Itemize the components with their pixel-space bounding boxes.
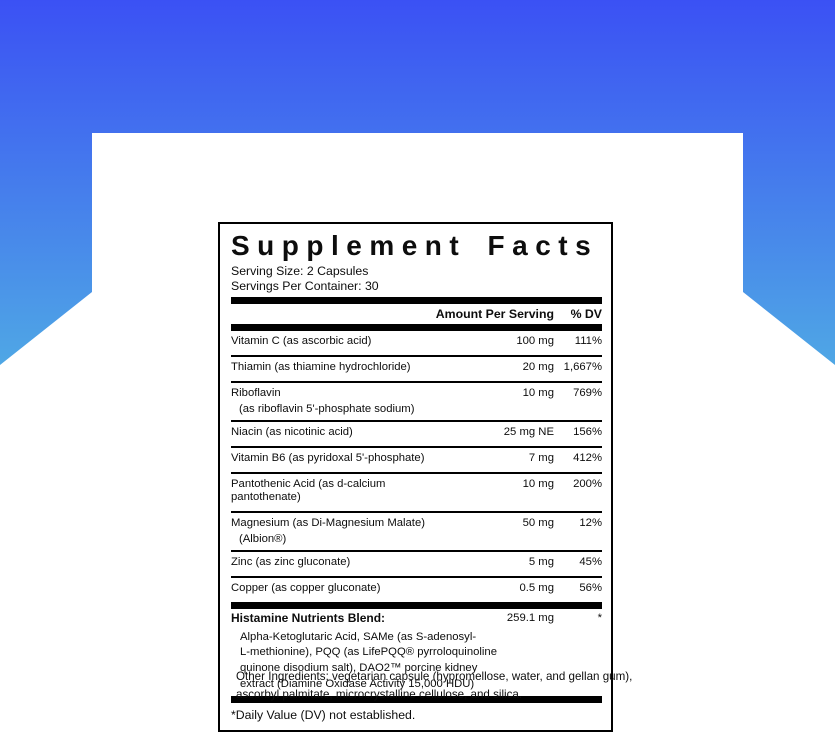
nutrient-row: Magnesium (as Di-Magnesium Malate) (Albio…: [231, 513, 602, 553]
nutrient-amount: 10 mg: [522, 386, 554, 399]
nutrient-dv: 156%: [573, 425, 602, 438]
divider-bar: [231, 324, 602, 332]
other-ingredients-text: Other Ingredients: vegetarian capsule (h…: [236, 670, 633, 701]
nutrient-row: Niacin (as nicotinic acid) 25 mg NE 156%: [231, 422, 602, 449]
percent-dv-header: % DV: [570, 307, 602, 322]
nutrient-dv: 769%: [573, 386, 602, 399]
column-header-row: Amount Per Serving % DV: [231, 304, 602, 324]
nutrient-name: Zinc (as zinc gluconate): [231, 555, 351, 568]
blend-dv: *: [597, 612, 602, 625]
nutrient-dv: 12%: [579, 516, 602, 529]
divider-bar: [231, 602, 602, 610]
nutrient-name-sub: [231, 374, 456, 378]
nutrient-row: Pantothenic Acid (as d-calcium pantothen…: [231, 474, 602, 514]
blend-amount: 259.1 mg: [506, 612, 554, 625]
nutrient-amount: 0.5 mg: [519, 581, 554, 594]
blend-name: Histamine Nutrients Blend:: [231, 611, 386, 626]
nutrient-dv: 56%: [579, 581, 602, 594]
nutrient-name: Niacin (as nicotinic acid): [231, 425, 353, 438]
nutrient-amount: 5 mg: [528, 555, 554, 568]
nutrient-name-sub: [231, 465, 456, 469]
nutrient-name: Thiamin (as thiamine hydrochloride): [231, 360, 411, 373]
divider-bar: [231, 297, 602, 305]
nutrient-name-sub: [231, 439, 456, 443]
nutrient-row: Thiamin (as thiamine hydrochloride) 20 m…: [231, 357, 602, 384]
supplement-facts-label: Supplement Facts Serving Size: 2 Capsule…: [218, 222, 613, 732]
servings-per-container: Servings Per Container: 30: [231, 278, 379, 293]
nutrient-rows: Vitamin C (as ascorbic acid) 100 mg 111%…: [231, 331, 602, 602]
nutrient-name-sub: [231, 504, 456, 508]
nutrient-name-sub: [231, 569, 456, 573]
nutrient-name: Riboflavin: [231, 386, 281, 399]
nutrient-name-sub: (Albion®): [239, 533, 287, 546]
blend-description-line: L-methionine), PQQ (as LifePQQ® pyrroloq…: [240, 646, 497, 659]
nutrient-dv: 200%: [573, 477, 602, 490]
nutrient-row: Copper (as copper gluconate) 0.5 mg 56%: [231, 578, 602, 602]
dv-footnote: *Daily Value (DV) not established.: [231, 708, 416, 723]
blend-description-line: Alpha-Ketoglutaric Acid, SAMe (as S-aden…: [240, 630, 477, 643]
nutrient-name: Vitamin B6 (as pyridoxal 5'-phosphate): [231, 451, 425, 464]
amount-per-serving-header: Amount Per Serving: [435, 307, 554, 322]
blend-row: Histamine Nutrients Blend: 259.1 mg * Al…: [231, 609, 602, 695]
label-title: Supplement Facts: [231, 230, 599, 261]
nutrient-dv: 111%: [574, 334, 602, 347]
nutrient-name-sub: [231, 348, 456, 352]
nutrient-amount: 7 mg: [528, 451, 554, 464]
nutrient-row: Vitamin B6 (as pyridoxal 5'-phosphate) 7…: [231, 448, 602, 475]
nutrient-amount: 25 mg NE: [503, 425, 554, 438]
nutrient-dv: 412%: [573, 451, 602, 464]
nutrient-amount: 100 mg: [516, 334, 554, 347]
nutrient-amount: 20 mg: [522, 360, 554, 373]
nutrient-dv: 1,667%: [563, 360, 602, 373]
nutrient-row: Riboflavin (as riboflavin 5'-phosphate so…: [231, 383, 602, 423]
nutrient-amount: 10 mg: [522, 477, 554, 490]
blend-description-line: quinone disodium salt), DAO2™ porcine ki…: [240, 662, 478, 675]
nutrient-name: Vitamin C (as ascorbic acid): [231, 334, 372, 347]
nutrient-row: Vitamin C (as ascorbic acid) 100 mg 111%: [231, 331, 602, 358]
nutrient-name-sub: (as riboflavin 5'-phosphate sodium): [239, 403, 415, 416]
serving-size: Serving Size: 2 Capsules: [231, 264, 369, 279]
nutrient-dv: 45%: [579, 555, 602, 568]
nutrient-row: Zinc (as zinc gluconate) 5 mg 45%: [231, 552, 602, 579]
nutrient-name: Copper (as copper gluconate): [231, 581, 381, 594]
blend-description: Alpha-Ketoglutaric Acid, SAMe (as S-aden…: [231, 625, 602, 691]
nutrient-name-sub: [231, 595, 456, 599]
blend-description-line: extract (Diamine Oxidase Activity 15,000…: [240, 677, 475, 690]
nutrient-name: Pantothenic Acid (as d-calcium pantothen…: [231, 477, 386, 503]
nutrient-amount: 50 mg: [522, 516, 554, 529]
nutrient-name: Magnesium (as Di-Magnesium Malate): [231, 516, 425, 529]
